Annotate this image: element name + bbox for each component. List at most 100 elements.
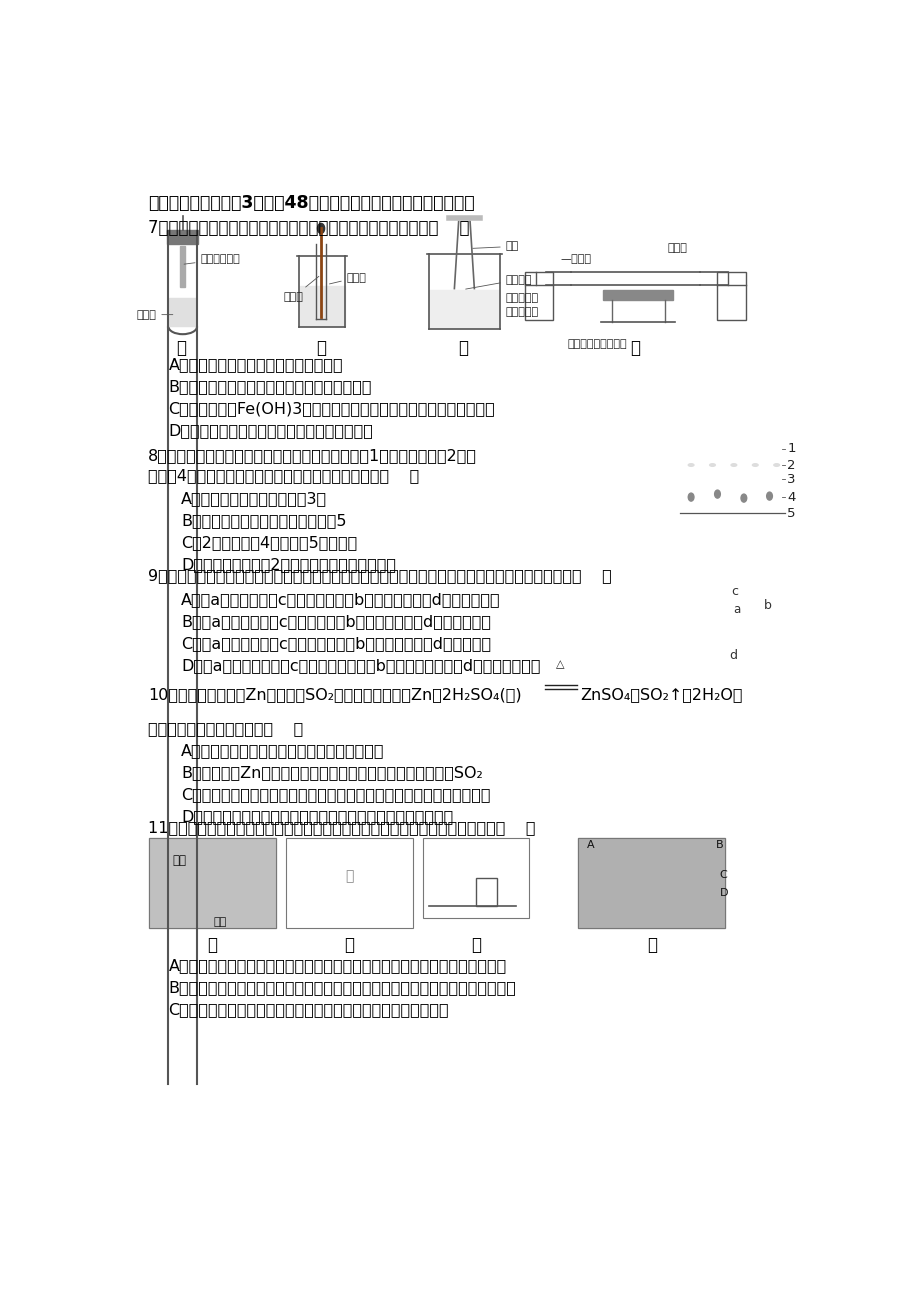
Ellipse shape <box>705 460 719 470</box>
Text: a: a <box>732 603 740 616</box>
Text: 浓硫酸: 浓硫酸 <box>329 272 366 284</box>
Ellipse shape <box>709 445 723 454</box>
Text: B．乙图中，快速来回拉动绳子塞子跳起，其中既有能量的转化，也有能量的转移: B．乙图中，快速来回拉动绳子塞子跳起，其中既有能量的转化，也有能量的转移 <box>168 980 516 995</box>
Text: ZnSO₄＋SO₂↑＋2H₂O。: ZnSO₄＋SO₂↑＋2H₂O。 <box>579 687 742 703</box>
Text: 下列有关叙述中，正确的是（    ）: 下列有关叙述中，正确的是（ ） <box>148 721 302 736</box>
Text: b: b <box>763 599 770 612</box>
Ellipse shape <box>732 490 754 506</box>
Ellipse shape <box>726 460 740 470</box>
Text: 一氧化碳还原氧化铁: 一氧化碳还原氧化铁 <box>567 339 627 349</box>
Text: D．若a代表呼吸作用，c代表同化作用，则b可代表异化作用，d可代表新陈代谢: D．若a代表呼吸作用，c代表同化作用，则b可代表异化作用，d可代表新陈代谢 <box>181 659 540 673</box>
Text: 甲: 甲 <box>176 339 187 357</box>
Text: 5: 5 <box>787 506 795 519</box>
Ellipse shape <box>735 474 750 483</box>
Bar <box>603 289 673 299</box>
Bar <box>475 878 496 906</box>
Text: C．若a代表红细胞，c代表血细胞，则b可代表血小板，d可代表血液: C．若a代表红细胞，c代表血细胞，则b可代表血小板，d可代表血液 <box>181 637 491 651</box>
Circle shape <box>727 596 745 622</box>
Ellipse shape <box>730 464 737 467</box>
Ellipse shape <box>758 488 779 504</box>
Text: B．若a代表葡萄糖，c代表糖类，则b可代表氨基酸，d可代表有机物: B．若a代表葡萄糖，c代表糖类，则b可代表氨基酸，d可代表有机物 <box>181 615 491 629</box>
Ellipse shape <box>757 445 772 454</box>
Circle shape <box>740 493 746 503</box>
Text: 浓盐酸: 浓盐酸 <box>136 310 173 319</box>
Text: D．在上述化学反应前后，溶液的质量相等，遵循质量守恒定律: D．在上述化学反应前后，溶液的质量相等，遵循质量守恒定律 <box>181 809 453 824</box>
Ellipse shape <box>747 460 762 470</box>
Bar <box>429 289 499 328</box>
Text: B．将足量的Zn放入少量的浓硫酸中，反应后生成的气体只有SO₂: B．将足量的Zn放入少量的浓硫酸中，反应后生成的气体只有SO₂ <box>181 764 482 780</box>
Text: 火柴梗: 火柴梗 <box>284 276 319 302</box>
Bar <box>578 838 724 928</box>
Text: 10．已知浓硫酸可与Zn反应生成SO₂，其反应方程式为Zn＋2H₂SO₄(浓): 10．已知浓硫酸可与Zn反应生成SO₂，其反应方程式为Zn＋2H₂SO₄(浓) <box>148 687 521 703</box>
Text: 滴有酚酞试: 滴有酚酞试 <box>505 293 539 302</box>
Bar <box>717 272 745 320</box>
Circle shape <box>709 561 782 665</box>
Bar <box>525 272 553 320</box>
Text: 9．科学上有许多概念和结构名称，需要弄清它们之间的关系。下列选项中，符合如图所示关系的是（    ）: 9．科学上有许多概念和结构名称，需要弄清它们之间的关系。下列选项中，符合如图所示… <box>148 568 611 583</box>
Text: 甲: 甲 <box>207 936 217 954</box>
Text: 乙: 乙 <box>344 936 354 954</box>
Text: B: B <box>715 840 723 850</box>
Text: c: c <box>731 585 737 598</box>
Bar <box>286 838 413 928</box>
Text: d: d <box>729 648 736 661</box>
Text: 细胞，4是组织细胞，据图判断，下列说法中正确的是（    ）: 细胞，4是组织细胞，据图判断，下列说法中正确的是（ ） <box>148 467 418 483</box>
Circle shape <box>766 492 772 500</box>
Text: 氢氧化铁: 氢氧化铁 <box>465 275 532 289</box>
Text: 1: 1 <box>787 443 795 456</box>
Bar <box>149 838 276 928</box>
Text: 7．如图所示的实验，经过一段时间后，不能达到实验目的的是（    ）: 7．如图所示的实验，经过一段时间后，不能达到实验目的的是（ ） <box>148 220 469 237</box>
Ellipse shape <box>772 464 779 467</box>
Ellipse shape <box>680 474 694 483</box>
Text: 乙: 乙 <box>345 868 354 883</box>
Text: C．在上述化学反应中，反应物之间电子发生了转移，属于氧化还原反应: C．在上述化学反应中，反应物之间电子发生了转移，属于氧化还原反应 <box>181 786 490 802</box>
Circle shape <box>717 577 759 638</box>
Text: D．丁图中，红棕色的氧化铁粉末逐渐变成黑色: D．丁图中，红棕色的氧化铁粉末逐渐变成黑色 <box>168 423 373 437</box>
Text: A．浓硫酸能电离出氢离子，但不具有酸的通性: A．浓硫酸能电离出氢离子，但不具有酸的通性 <box>181 742 384 758</box>
Text: 丁: 丁 <box>630 339 640 357</box>
Text: 4: 4 <box>787 491 795 504</box>
Ellipse shape <box>774 445 788 454</box>
Bar <box>169 298 196 326</box>
Text: C．2中的氧到达4需要经过5层细胞膜: C．2中的氧到达4需要经过5层细胞膜 <box>181 535 357 551</box>
Text: B．乙图中，浸入浓硫酸中的火柴梗碳化变黑色: B．乙图中，浸入浓硫酸中的火柴梗碳化变黑色 <box>168 379 371 393</box>
Ellipse shape <box>751 464 758 467</box>
Text: 氧化铁: 氧化铁 <box>667 243 686 254</box>
Bar <box>578 838 724 928</box>
Text: C．丙图所示的实验说明物体的运动速度越大，具有的动能就越大: C．丙图所示的实验说明物体的运动速度越大，具有的动能就越大 <box>168 1003 448 1017</box>
Ellipse shape <box>676 445 690 454</box>
Text: —氧化碳: —氧化碳 <box>560 254 591 264</box>
Text: B．图中二氧化碳浓度最高的部位是5: B．图中二氧化碳浓度最高的部位是5 <box>181 513 346 529</box>
Text: 丙: 丙 <box>471 936 481 954</box>
Circle shape <box>745 587 785 643</box>
Text: 2: 2 <box>787 458 795 471</box>
Circle shape <box>714 490 720 499</box>
Text: C．丙图中，将Fe(OH)3加入到滴有酚酞试液的蒸馏水中，溶液显红色: C．丙图中，将Fe(OH)3加入到滴有酚酞试液的蒸馏水中，溶液显红色 <box>168 401 494 415</box>
Text: 11．下列是我们曾经做过的实验或看到过的情景图，对它们的分析中，正确的是（    ）: 11．下列是我们曾经做过的实验或看到过的情景图，对它们的分析中，正确的是（ ） <box>148 820 535 835</box>
Text: 二、选择题（每小题3分，共48分，每小题只有一个选项符合题意）: 二、选择题（每小题3分，共48分，每小题只有一个选项符合题意） <box>148 194 474 212</box>
Text: 3: 3 <box>787 473 795 486</box>
Text: 镊子: 镊子 <box>472 241 518 251</box>
Text: 蓝色石蕊试纸: 蓝色石蕊试纸 <box>184 254 240 264</box>
Bar <box>149 838 276 928</box>
Text: 丁: 丁 <box>647 936 657 954</box>
Text: 乙: 乙 <box>316 339 325 357</box>
Text: A．甲图中，湿润的蓝色石蕊试纸变红色: A．甲图中，湿润的蓝色石蕊试纸变红色 <box>168 357 343 372</box>
Text: D．在这个部位中，2中的氧与血红蛋白容易分离: D．在这个部位中，2中的氧与血红蛋白容易分离 <box>181 557 396 573</box>
Ellipse shape <box>709 464 715 467</box>
Text: 8．如图所示，是人体手指上某部位的模式图，其中1是毛细血管壁，2是红: 8．如图所示，是人体手指上某部位的模式图，其中1是毛细血管壁，2是红 <box>148 448 476 464</box>
Text: A．若a代表肾小体，c代表肾小球，则b可代表肾小管，d可代表肾单位: A．若a代表肾小体，c代表肾小球，则b可代表肾小管，d可代表肾单位 <box>181 592 500 607</box>
Bar <box>180 246 185 286</box>
Circle shape <box>687 493 693 501</box>
Ellipse shape <box>772 474 787 483</box>
Ellipse shape <box>692 445 707 454</box>
Bar <box>423 838 528 918</box>
Bar <box>167 230 199 245</box>
Ellipse shape <box>768 460 783 470</box>
Ellipse shape <box>683 460 698 470</box>
Text: A．甲图中，风车转动是因为蜡烛燃烧释放的化学能直接转化成了风车的机械能: A．甲图中，风车转动是因为蜡烛燃烧释放的化学能直接转化成了风车的机械能 <box>168 958 506 974</box>
Ellipse shape <box>686 464 694 467</box>
Circle shape <box>317 224 324 233</box>
Ellipse shape <box>717 474 731 483</box>
Text: A: A <box>586 840 594 850</box>
